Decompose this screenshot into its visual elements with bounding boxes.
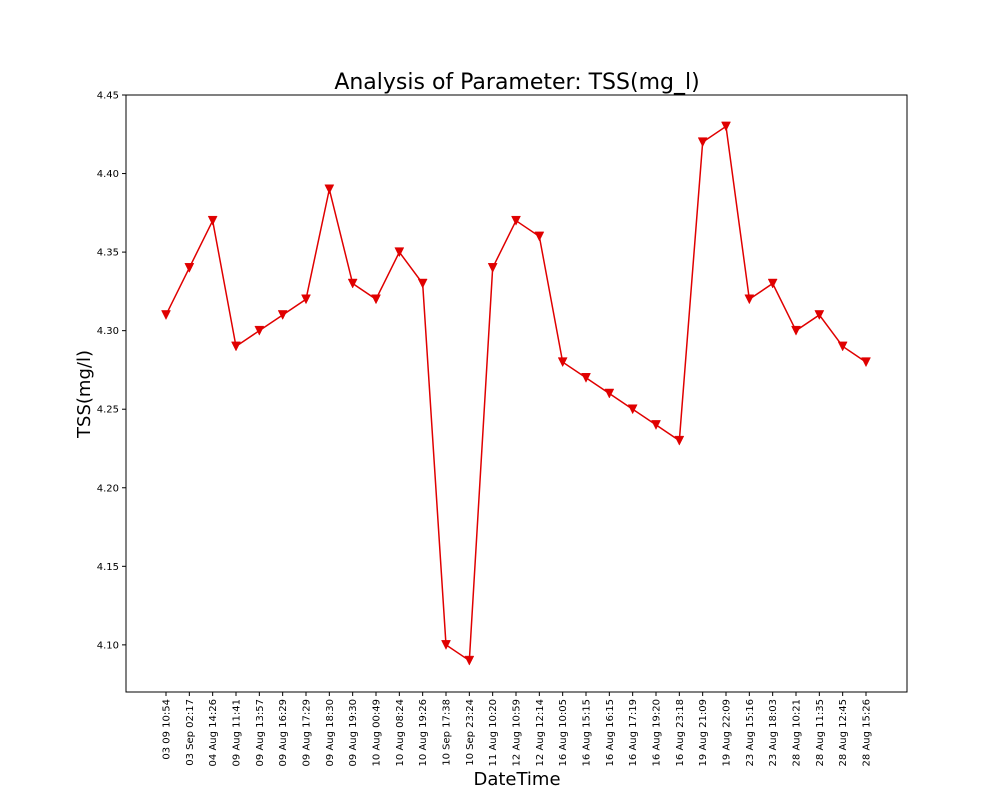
x-tick-label: 09 Aug 11:41 — [232, 699, 243, 766]
data-point-marker — [161, 310, 171, 321]
data-point-marker — [207, 215, 218, 226]
x-tick-label: 10 Aug 19:26 — [418, 699, 429, 766]
data-point-marker — [184, 263, 195, 273]
x-tick-label: 16 Aug 23:18 — [675, 699, 686, 766]
y-tick-label: 4.25 — [97, 405, 119, 416]
x-tick-label: 28 Aug 10:21 — [792, 699, 803, 766]
x-tick-label: 12 Aug 12:14 — [535, 699, 546, 766]
data-point-marker — [324, 184, 335, 195]
data-point-marker — [371, 294, 381, 305]
y-tick-label: 4.30 — [97, 326, 119, 337]
x-axis-label: DateTime — [473, 769, 560, 790]
x-tick-label: 10 Aug 08:24 — [395, 699, 406, 766]
x-tick-label: 16 Aug 15:15 — [582, 699, 593, 766]
y-axis: 4.10 4.15 4.20 4.25 4.30 4.35 4.40 4.45 — [97, 91, 126, 651]
data-point-marker — [837, 341, 848, 352]
x-tick-label: 09 Aug 13:57 — [255, 699, 266, 766]
data-point-marker — [744, 294, 755, 305]
x-tick-label: 09 Aug 16:29 — [278, 699, 289, 766]
x-tick-label: 10 Aug 00:49 — [372, 699, 383, 766]
data-point-marker — [231, 341, 241, 352]
x-tick-label: 28 Aug 12:45 — [838, 699, 849, 766]
data-point-marker — [534, 231, 545, 242]
data-point-marker — [814, 310, 825, 321]
data-point-marker — [441, 640, 451, 650]
data-point-marker — [861, 357, 871, 368]
x-tick-label: 16 Aug 16:15 — [605, 699, 616, 766]
x-tick-label: 10 Sep 23:24 — [465, 699, 476, 766]
x-tick-label: 10 Sep 17:38 — [442, 699, 453, 766]
data-point-marker — [767, 278, 778, 289]
x-axis: 03 09 10:54 03 Sep 02:17 04 Aug 14:26 09 Au… — [162, 692, 873, 766]
x-tick-label: 23 Aug 18:03 — [768, 699, 779, 766]
chart-title: Analysis of Parameter: TSS(mg_l) — [334, 70, 699, 95]
y-tick-label: 4.45 — [97, 91, 119, 102]
data-point-marker — [697, 137, 708, 148]
x-tick-label: 28 Aug 11:35 — [815, 699, 826, 766]
x-tick-label: 04 Aug 14:26 — [208, 699, 219, 766]
x-tick-label: 03 Sep 02:17 — [185, 699, 196, 766]
series-tss — [161, 121, 871, 666]
data-point-marker — [627, 404, 638, 415]
data-point-marker — [557, 357, 568, 368]
y-axis-label: TSS(mg/l) — [74, 350, 95, 439]
data-point-marker — [791, 325, 801, 336]
y-tick-label: 4.10 — [97, 640, 119, 651]
x-tick-label: 28 Aug 15:26 — [862, 699, 873, 766]
x-tick-label: 09 Aug 17:29 — [302, 699, 313, 766]
data-point-marker — [651, 420, 661, 430]
data-point-marker — [487, 263, 498, 273]
data-point-marker — [464, 655, 475, 666]
data-point-marker — [581, 373, 591, 383]
x-tick-label: 16 Aug 19:20 — [652, 699, 663, 766]
data-point-marker — [674, 435, 685, 446]
y-tick-label: 4.20 — [97, 483, 119, 494]
x-tick-label: 09 Aug 19:30 — [348, 699, 359, 766]
data-point-marker — [511, 215, 521, 226]
y-tick-label: 4.15 — [97, 562, 119, 573]
series-line — [165, 125, 867, 662]
data-point-marker — [604, 388, 615, 399]
x-tick-label: 16 Aug 10:05 — [558, 699, 569, 766]
data-point-marker — [277, 310, 288, 321]
x-tick-label: 12 Aug 10:59 — [512, 699, 523, 766]
x-tick-label: 19 Aug 21:09 — [698, 699, 709, 766]
x-tick-label: 16 Aug 17:19 — [628, 699, 639, 766]
x-tick-label: 19 Aug 22:09 — [722, 699, 733, 766]
x-tick-label: 09 Aug 18:30 — [325, 699, 336, 766]
x-tick-label: 11 Aug 10:20 — [488, 699, 499, 766]
data-point-marker — [301, 294, 311, 305]
plot-area-frame — [125, 94, 908, 693]
x-tick-label: 23 Aug 15:16 — [745, 699, 756, 766]
data-point-marker — [417, 278, 428, 289]
data-point-marker — [394, 247, 405, 258]
data-point-marker — [347, 278, 358, 289]
y-tick-label: 4.40 — [97, 169, 119, 180]
x-tick-label: 03 09 10:54 — [162, 699, 173, 760]
y-tick-label: 4.35 — [97, 248, 119, 259]
data-point-marker — [721, 121, 731, 132]
data-point-marker — [254, 325, 265, 336]
